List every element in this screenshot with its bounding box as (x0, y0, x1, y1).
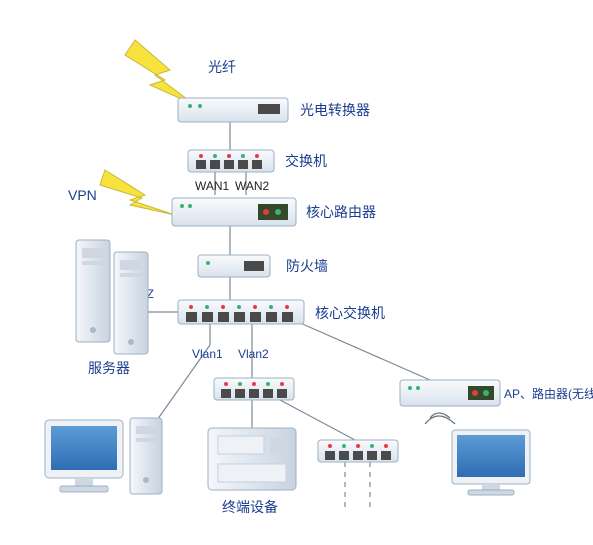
core-router-device (172, 198, 296, 226)
switch-label: 交换机 (285, 153, 327, 169)
wan1-label: WAN1 (195, 179, 230, 193)
server-label: 服务器 (88, 360, 130, 376)
core-router-label: 核心路由器 (306, 204, 376, 220)
core-switch-device (178, 300, 304, 324)
ap-router-device (400, 380, 500, 406)
access-switch-device (214, 378, 294, 400)
vlan1-label: Vlan1 (192, 347, 223, 361)
fiber-bolt-icon (125, 40, 195, 105)
converter-device (178, 98, 288, 122)
ap-label: AP、路由器(无线) (504, 386, 593, 401)
wifi-waves-icon (425, 413, 455, 424)
terminal-label: 终端设备 (222, 499, 278, 515)
converter-label: 光电转换器 (300, 102, 370, 118)
network-diagram: 光纤 VPN 光电转换器 交换机 WAN1 WAN2 (0, 0, 593, 545)
vpn-label: VPN (68, 187, 97, 203)
server-towers (76, 240, 148, 354)
top-switch-device (188, 150, 274, 172)
wireless-monitor (452, 430, 530, 495)
wan2-label: WAN2 (235, 179, 270, 193)
vpn-bolt-icon (100, 170, 175, 215)
fiber-label: 光纤 (208, 59, 236, 75)
firewall-device (198, 255, 270, 277)
vlan2-label: Vlan2 (238, 347, 269, 361)
lower-switch-device (318, 440, 398, 462)
pc-left (45, 418, 162, 494)
printer-device (208, 428, 296, 490)
firewall-label: 防火墙 (286, 258, 328, 274)
core-switch-label: 核心交换机 (315, 305, 385, 321)
